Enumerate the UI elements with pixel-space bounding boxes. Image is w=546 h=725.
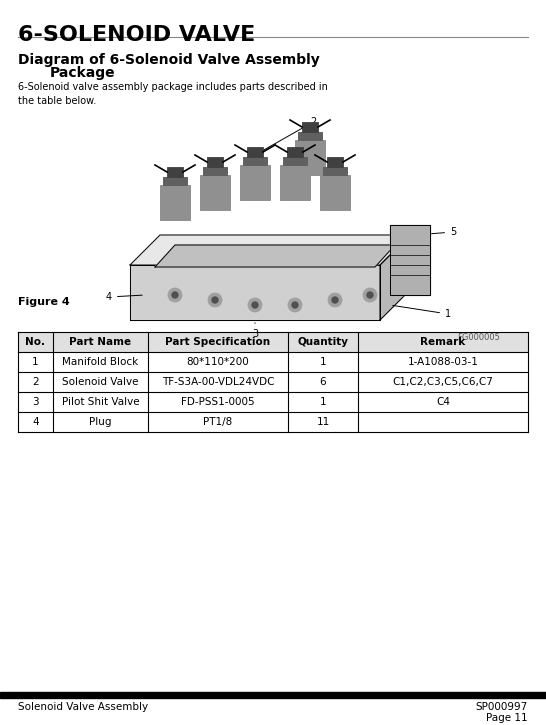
Text: Figure 4: Figure 4 [18, 297, 70, 307]
Text: 5: 5 [418, 227, 456, 237]
Polygon shape [155, 245, 395, 267]
Text: 6-Solenoid valve assembly package includes parts described in
the table below.: 6-Solenoid valve assembly package includ… [18, 82, 328, 106]
Circle shape [252, 302, 258, 308]
Text: 11: 11 [316, 417, 330, 427]
Text: 6-SOLENOID VALVE: 6-SOLENOID VALVE [18, 25, 255, 45]
Text: 6: 6 [320, 377, 327, 387]
Text: 1: 1 [393, 305, 451, 319]
Circle shape [328, 293, 342, 307]
Text: 2: 2 [257, 117, 316, 154]
Circle shape [292, 302, 298, 308]
Text: Solenoid Valve: Solenoid Valve [62, 377, 139, 387]
Text: Manifold Block: Manifold Block [62, 357, 139, 367]
Circle shape [248, 298, 262, 312]
Circle shape [172, 292, 178, 298]
Bar [203, 167, 227, 175]
Circle shape [367, 292, 373, 298]
Text: Diagram of 6-Solenoid Valve Assembly: Diagram of 6-Solenoid Valve Assembly [18, 53, 320, 67]
Bar [283, 157, 307, 165]
Circle shape [208, 293, 222, 307]
Polygon shape [130, 265, 380, 320]
Bar [298, 132, 322, 140]
Text: 2: 2 [32, 377, 39, 387]
Text: Package: Package [50, 66, 116, 80]
Text: 1-A1088-03-1: 1-A1088-03-1 [407, 357, 478, 367]
Text: 1: 1 [320, 357, 327, 367]
Bar [18, 332, 528, 352]
Bar [323, 167, 347, 175]
Bar [163, 177, 187, 185]
Text: FG000005: FG000005 [457, 333, 500, 342]
Text: PT1/8: PT1/8 [203, 417, 233, 427]
Bar [200, 175, 230, 210]
Bar [0, 692, 546, 698]
Bar [302, 122, 318, 132]
Text: No.: No. [26, 337, 45, 347]
Bar [287, 147, 303, 157]
Bar [320, 175, 350, 210]
Text: 80*110*200: 80*110*200 [187, 357, 250, 367]
Circle shape [288, 298, 302, 312]
Text: Part Specification: Part Specification [165, 337, 271, 347]
Bar [160, 185, 190, 220]
Bar [207, 157, 223, 167]
Text: FD-PSS1-0005: FD-PSS1-0005 [181, 397, 255, 407]
Text: Solenoid Valve Assembly: Solenoid Valve Assembly [18, 702, 148, 712]
Text: Pilot Shit Valve: Pilot Shit Valve [62, 397, 139, 407]
Text: Remark: Remark [420, 337, 466, 347]
Text: Page 11: Page 11 [486, 713, 528, 723]
Bar [243, 157, 267, 165]
Bar [280, 165, 310, 200]
Circle shape [168, 288, 182, 302]
Bar [327, 157, 343, 167]
Text: TF-S3A-00-VDL24VDC: TF-S3A-00-VDL24VDC [162, 377, 274, 387]
Polygon shape [390, 225, 430, 295]
Bar [295, 140, 325, 175]
Bar [247, 147, 263, 157]
Text: 4: 4 [106, 292, 142, 302]
Text: C4: C4 [436, 397, 450, 407]
Circle shape [363, 288, 377, 302]
Text: C1,C2,C3,C5,C6,C7: C1,C2,C3,C5,C6,C7 [393, 377, 494, 387]
Polygon shape [380, 235, 410, 320]
Text: Quantity: Quantity [298, 337, 348, 347]
Text: 3: 3 [32, 397, 39, 407]
Text: 1: 1 [320, 397, 327, 407]
Text: 3: 3 [252, 323, 258, 339]
Circle shape [332, 297, 338, 303]
Polygon shape [130, 235, 410, 265]
Circle shape [212, 297, 218, 303]
Bar [240, 165, 270, 200]
Text: Part Name: Part Name [69, 337, 132, 347]
Text: 4: 4 [32, 417, 39, 427]
Text: Plug: Plug [89, 417, 112, 427]
Bar [167, 167, 183, 177]
Text: 1: 1 [32, 357, 39, 367]
Text: SP000997: SP000997 [476, 702, 528, 712]
